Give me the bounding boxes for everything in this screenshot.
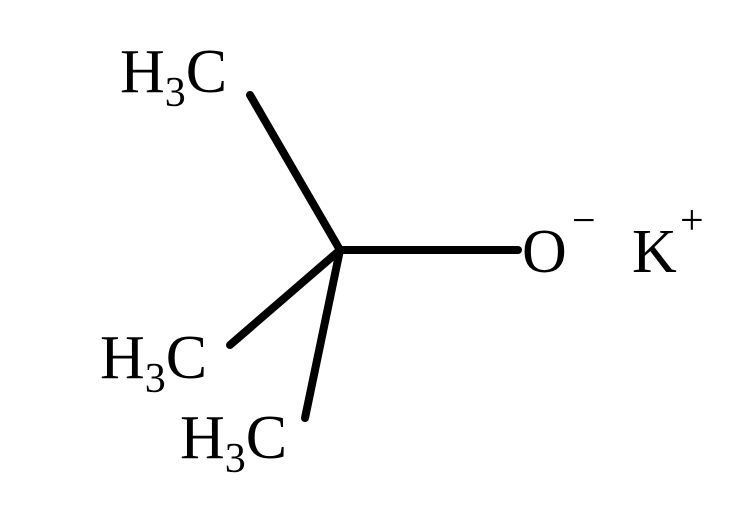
atom-ch3-bottom: H3C — [180, 404, 287, 482]
bond-c-ch3-top — [250, 95, 340, 250]
atom-potassium: K — [632, 218, 677, 286]
atom-oxygen: O — [522, 218, 567, 286]
atom-ch3-left: H3C — [100, 324, 207, 402]
molecule-diagram: H3C H3C H3C O − K + — [0, 0, 749, 512]
atom-ch3-top: H3C — [120, 38, 227, 116]
charge-plus: + — [680, 198, 704, 244]
charge-minus: − — [572, 198, 596, 244]
